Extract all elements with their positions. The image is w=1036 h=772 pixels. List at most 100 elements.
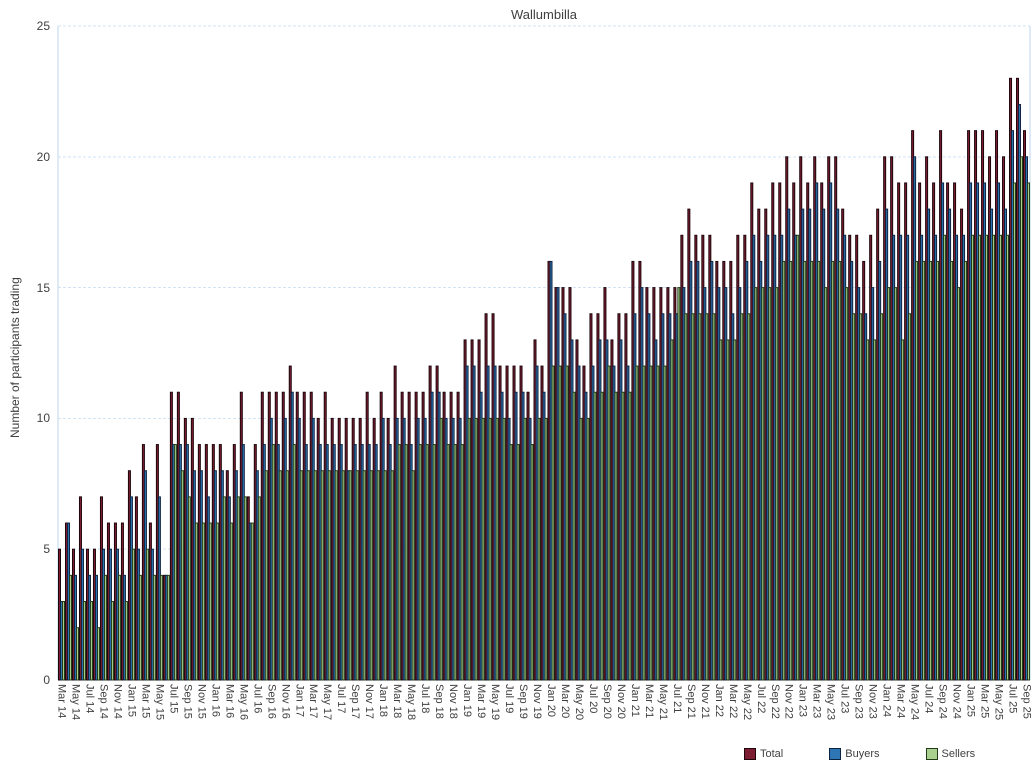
bar-sellers	[712, 313, 716, 681]
x-tick-label: Sep 16	[265, 684, 278, 719]
x-tick-label: Nov 19	[531, 684, 543, 719]
bar-sellers	[495, 417, 499, 681]
bar-sellers	[201, 522, 205, 681]
x-tick-label: Sep 15	[181, 684, 194, 719]
bar-sellers	[215, 522, 219, 681]
bar-sellers	[530, 444, 534, 681]
bar-sellers	[551, 365, 555, 681]
bar-sellers	[866, 339, 870, 681]
x-tick-label: Jul 22	[754, 684, 767, 714]
x-tick-label: Jan 15	[125, 684, 138, 718]
x-tick-label: Mar 17	[307, 684, 320, 719]
x-tick-label: Jul 15	[167, 684, 180, 714]
x-tick-label: Sep 23	[852, 684, 865, 719]
chart-title: Wallumbilla	[511, 7, 577, 22]
x-tick-label: Sep 20	[600, 684, 613, 719]
bar-sellers	[103, 574, 107, 681]
bar-sellers	[740, 313, 744, 681]
bar-sellers	[887, 287, 891, 681]
x-tick-label: Mar 14	[55, 684, 68, 719]
bar-sellers	[166, 574, 170, 681]
x-tick-label: May 15	[153, 684, 166, 721]
bar-sellers	[719, 339, 723, 681]
bar-sellers	[992, 234, 996, 681]
bar-sellers	[817, 260, 821, 681]
x-tick-label: May 18	[405, 684, 418, 721]
bar-sellers	[138, 574, 142, 681]
bar-sellers	[852, 313, 856, 681]
bar-sellers	[278, 470, 282, 681]
bar-sellers	[1006, 234, 1010, 681]
bar-sellers	[110, 601, 114, 681]
x-tick-label: Jul 21	[670, 684, 683, 714]
bar-sellers	[670, 339, 674, 681]
bar-sellers	[985, 234, 989, 681]
bar-sellers	[292, 444, 296, 681]
bar-sellers	[124, 601, 128, 681]
bar-sellers	[425, 444, 429, 681]
x-tick-label: Jan 25	[964, 684, 977, 718]
bar-sellers	[747, 313, 751, 681]
bar-sellers	[271, 444, 275, 681]
x-tick-label: Mar 20	[558, 684, 571, 719]
bar-sellers	[523, 417, 527, 681]
bar-sellers	[971, 234, 975, 681]
x-tick-label: Nov 17	[363, 684, 376, 719]
x-tick-label: May 21	[656, 684, 669, 721]
bar-sellers	[516, 444, 520, 681]
bar-sellers	[75, 627, 79, 681]
x-tick-label: Nov 21	[698, 684, 711, 719]
bar-sellers	[320, 470, 324, 681]
bar-sellers	[943, 234, 947, 681]
bar-sellers	[915, 260, 919, 681]
x-tick-label: Sep 18	[433, 684, 446, 719]
bar-sellers	[838, 260, 842, 681]
bar-sellers	[62, 601, 65, 681]
bar-sellers	[439, 417, 443, 681]
x-tick-label: Sep 25	[1020, 684, 1033, 719]
bar-sellers	[467, 417, 471, 681]
x-tick-label: Jan 18	[377, 684, 390, 718]
total-swatch-icon	[744, 748, 756, 760]
y-tick-label: 25	[36, 19, 50, 33]
x-tick-label: Jul 20	[586, 684, 599, 714]
bar-sellers	[453, 444, 457, 681]
bar-sellers	[621, 391, 625, 681]
bar-sellers	[341, 470, 345, 681]
bar-sellers	[572, 391, 576, 681]
x-tick-label: Sep 19	[517, 684, 530, 719]
bar-sellers	[656, 365, 660, 681]
bar-sellers	[306, 470, 310, 681]
bar-sellers	[411, 470, 415, 681]
x-tick-label: Jul 14	[83, 684, 96, 714]
bar-sellers	[880, 313, 884, 681]
bar-sellers	[754, 287, 758, 681]
x-tick-label: Mar 23	[810, 684, 823, 719]
legend-label-sellers: Sellers	[941, 748, 976, 760]
bar-sellers	[733, 339, 737, 681]
bar-sellers	[313, 470, 317, 681]
x-tick-label: Jul 19	[503, 684, 516, 714]
bar-sellers	[831, 260, 835, 681]
bar-sellers	[796, 234, 800, 681]
bar-sellers	[96, 627, 100, 681]
bar-sellers	[390, 470, 394, 681]
x-tick-label: Jul 16	[251, 684, 264, 714]
bar-sellers	[908, 313, 912, 681]
x-tick-label: Mar 16	[223, 684, 236, 719]
x-tick-label: Sep 21	[684, 684, 697, 719]
x-tick-label: Nov 15	[195, 684, 208, 719]
x-tick-label: May 25	[992, 684, 1005, 721]
x-tick-label: Sep 17	[349, 684, 362, 719]
bar-sellers	[901, 339, 905, 681]
x-tick-label: Sep 22	[768, 684, 781, 719]
bar-sellers	[936, 260, 940, 681]
bar-sellers	[404, 444, 408, 681]
x-tick-label: Nov 24	[950, 684, 963, 719]
bar-sellers	[348, 470, 352, 681]
bar-sellers	[152, 574, 156, 681]
bar-sellers	[761, 287, 765, 681]
bar-sellers	[873, 339, 877, 681]
bar-sellers	[768, 287, 772, 681]
